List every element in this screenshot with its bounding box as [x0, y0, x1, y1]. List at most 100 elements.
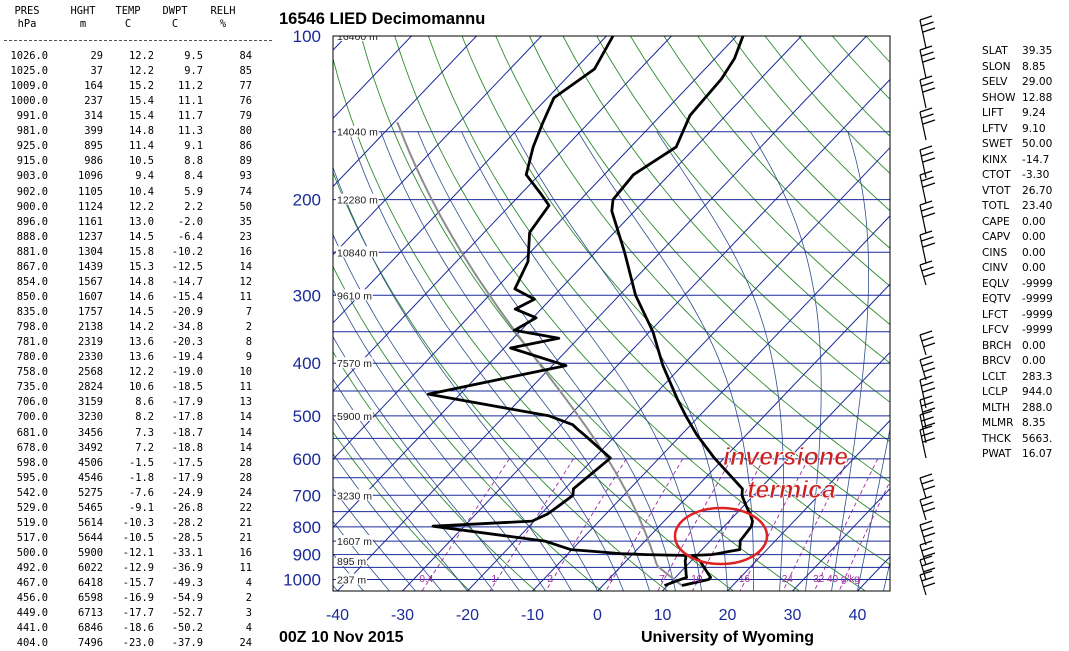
- barb-flag: [923, 213, 935, 217]
- index-name: LFCT: [982, 308, 1022, 324]
- table-cell: 2330: [78, 350, 103, 365]
- table-cell: 14: [239, 441, 252, 456]
- table-cell: 1237: [78, 230, 103, 245]
- table-cell: -18.5: [172, 380, 203, 395]
- index-row: KINX-14.7: [982, 153, 1053, 169]
- table-cell: 13: [239, 395, 252, 410]
- wind-barb: [920, 556, 935, 580]
- barb-flag: [923, 120, 935, 124]
- table-cell: -17.8: [172, 410, 203, 425]
- table-cell: 24: [239, 636, 252, 651]
- wind-barb: [920, 16, 935, 48]
- index-value: 26.70: [1022, 185, 1052, 197]
- barb-flag: [920, 146, 932, 150]
- table-cell: -52.7: [172, 606, 203, 621]
- barb-flag: [922, 337, 934, 341]
- column-header: TEMP: [108, 5, 148, 17]
- wind-barb: [920, 146, 935, 178]
- index-value: -9999: [1022, 324, 1053, 336]
- table-cell: 895: [84, 139, 103, 154]
- table-cell: 77: [239, 79, 252, 94]
- table-cell: 37: [90, 64, 103, 79]
- wind-barb: [920, 231, 935, 263]
- table-cell: 517.0: [17, 531, 48, 546]
- table-cell: 835.0: [17, 305, 48, 320]
- table-cell: -36.9: [172, 561, 203, 576]
- table-cell: 7496: [78, 636, 103, 651]
- index-name: LFTV: [982, 122, 1022, 138]
- index-name: PWAT: [982, 447, 1022, 463]
- height-label: 237 m: [337, 574, 366, 586]
- table-cell: 11.4: [129, 139, 154, 154]
- mixing-ratio-label: 2: [547, 574, 553, 585]
- barb-flag: [923, 28, 935, 32]
- index-name: TOTL: [982, 199, 1022, 215]
- table-cell: -54.9: [172, 591, 203, 606]
- table-cell: -15.4: [172, 290, 203, 305]
- table-cell: 14.5: [129, 305, 154, 320]
- mixing-ratio-label: 1: [491, 574, 497, 585]
- barb-flag: [922, 527, 934, 531]
- table-cell: -7.6: [129, 486, 154, 501]
- table-cell: 441.0: [17, 621, 48, 636]
- index-value: 288.0: [1022, 402, 1052, 414]
- table-cell: -34.8: [172, 320, 203, 335]
- barb-flag: [920, 521, 932, 525]
- temperature-tick-label: -20: [456, 607, 479, 624]
- table-cell: 2: [246, 591, 252, 606]
- barb-flag: [923, 486, 935, 490]
- barb-flag: [922, 382, 934, 386]
- table-cell: 6598: [78, 591, 103, 606]
- temperature-tick-label: 30: [784, 607, 802, 624]
- mixing-ratio-label: 40 g/kg: [827, 574, 860, 585]
- table-cell: 404.0: [17, 636, 48, 651]
- table-cell: 14.5: [129, 230, 154, 245]
- table-cell: 706.0: [17, 395, 48, 410]
- table-cell: 854.0: [17, 275, 48, 290]
- table-cell: 13.0: [129, 215, 154, 230]
- height-label: 16460 m: [337, 31, 378, 43]
- table-cell: 8: [246, 335, 252, 350]
- mixing-ratio-label: 7: [659, 574, 665, 585]
- barb-flag: [920, 16, 932, 20]
- table-cell: 12: [239, 275, 252, 290]
- index-value: 0.00: [1022, 262, 1046, 274]
- table-cell: -9.1: [129, 501, 154, 516]
- index-name: CTOT: [982, 168, 1022, 184]
- pressure-tick-label: 900: [293, 546, 321, 565]
- table-cell: 15.8: [129, 245, 154, 260]
- pressure-tick-label: 500: [293, 407, 321, 426]
- barb-flag: [923, 533, 935, 537]
- table-cell: 2824: [78, 380, 103, 395]
- table-cell: 21: [239, 531, 252, 546]
- wind-barb: [920, 356, 935, 380]
- table-cell: 8.4: [184, 169, 203, 184]
- index-value: 944.0: [1022, 386, 1052, 398]
- mixing-ratio-label: 10: [691, 574, 703, 585]
- table-cell: -12.9: [123, 561, 154, 576]
- barb-flag: [922, 114, 934, 118]
- table-cell: 5465: [78, 501, 103, 516]
- table-cell: 12.2: [129, 200, 154, 215]
- table-cell: 24: [239, 486, 252, 501]
- table-cell: -18.6: [123, 621, 154, 636]
- index-name: CAPE: [982, 215, 1022, 231]
- table-cell: 3230: [78, 410, 103, 425]
- column-header: PRES: [7, 5, 47, 17]
- table-cell: -16.9: [123, 591, 154, 606]
